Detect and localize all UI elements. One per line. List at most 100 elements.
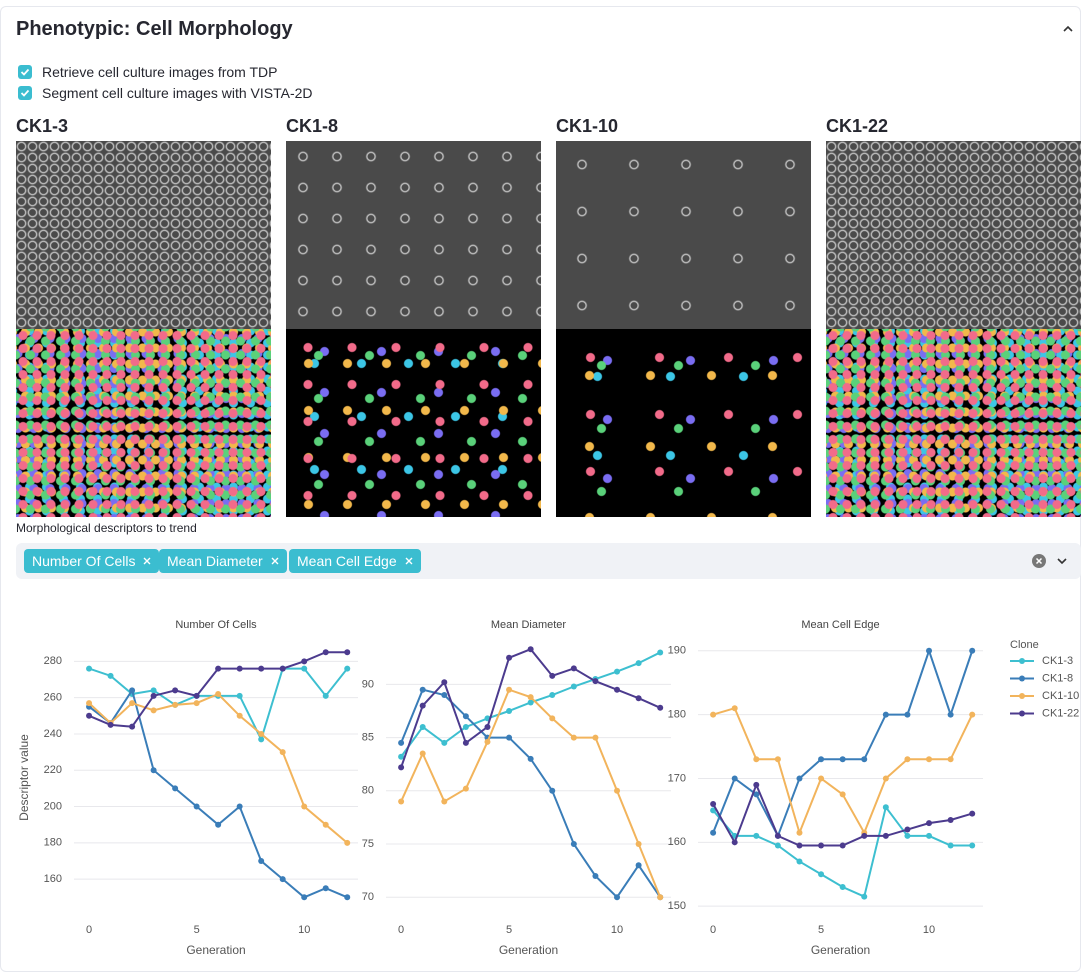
data-point (904, 756, 910, 762)
data-point (463, 713, 469, 719)
data-point (796, 775, 802, 781)
data-point (506, 708, 512, 714)
data-point (129, 724, 135, 730)
data-point (129, 700, 135, 706)
data-point (280, 749, 286, 755)
y-tick-label: 160 (44, 873, 62, 885)
data-point (775, 833, 781, 839)
y-tick-label: 200 (44, 800, 62, 812)
data-point (549, 692, 555, 698)
chart-title: Number Of Cells (175, 619, 257, 631)
x-tick-label: 0 (86, 924, 92, 936)
legend-label: CK1-10 (1042, 690, 1079, 702)
data-point (657, 894, 663, 900)
data-point (420, 703, 426, 709)
data-point (323, 693, 329, 699)
y-tick-label: 150 (668, 900, 686, 912)
data-point (151, 707, 157, 713)
data-point (108, 673, 114, 679)
data-point (571, 735, 577, 741)
data-point (796, 843, 802, 849)
x-axis-label: Generation (811, 943, 870, 957)
data-point (344, 894, 350, 900)
data-point (528, 694, 534, 700)
series-line: CK1-10 (713, 708, 972, 833)
data-point (840, 843, 846, 849)
data-point (194, 804, 200, 810)
data-point (969, 811, 975, 817)
x-tick-label: 10 (923, 924, 935, 936)
y-tick-label: 80 (362, 785, 374, 797)
data-point (258, 858, 264, 864)
data-point (172, 785, 178, 791)
data-point (796, 830, 802, 836)
data-point (710, 801, 716, 807)
data-point (398, 798, 404, 804)
x-axis-label: Generation (186, 943, 245, 957)
data-point (732, 775, 738, 781)
y-tick-label: 240 (44, 728, 62, 740)
data-point (86, 713, 92, 719)
data-point (775, 843, 781, 849)
data-point (904, 833, 910, 839)
y-tick-label: 280 (44, 655, 62, 667)
data-point (592, 735, 598, 741)
data-point (215, 666, 221, 672)
data-point (926, 756, 932, 762)
data-point (420, 687, 426, 693)
series-line: CK1-3 (713, 807, 972, 896)
data-point (258, 666, 264, 672)
data-point (818, 775, 824, 781)
series-line: CK1-8 (713, 651, 972, 836)
legend-swatch (1019, 676, 1025, 682)
data-point (710, 712, 716, 718)
legend-swatch (1019, 658, 1025, 664)
data-point (753, 782, 759, 788)
data-point (86, 666, 92, 672)
data-point (732, 839, 738, 845)
data-point (463, 786, 469, 792)
chart-title: Mean Cell Edge (801, 619, 879, 631)
page: Phenotypic: Cell Morphology Retrieve cel… (0, 0, 1083, 974)
data-point (948, 843, 954, 849)
data-point (301, 658, 307, 664)
legend-title: Clone (1010, 639, 1039, 651)
data-point (323, 822, 329, 828)
data-point (969, 843, 975, 849)
data-point (323, 885, 329, 891)
y-tick-label: 260 (44, 692, 62, 704)
data-point (969, 648, 975, 654)
x-tick-label: 10 (298, 924, 310, 936)
data-point (237, 693, 243, 699)
data-point (237, 713, 243, 719)
data-point (549, 715, 555, 721)
charts: Number Of Cells1601802002202402602800510… (0, 0, 1083, 974)
data-point (592, 873, 598, 879)
data-point (237, 804, 243, 810)
series-line: CK1-22 (401, 649, 660, 767)
y-tick-label: 160 (668, 836, 686, 848)
data-point (420, 751, 426, 757)
series-line: CK1-3 (89, 669, 347, 740)
data-point (775, 756, 781, 762)
data-point (926, 648, 932, 654)
data-point (883, 775, 889, 781)
data-point (215, 691, 221, 697)
data-point (172, 702, 178, 708)
data-point (194, 693, 200, 699)
data-point (549, 788, 555, 794)
x-tick-label: 10 (611, 924, 623, 936)
data-point (86, 700, 92, 706)
legend-label: CK1-22 (1042, 707, 1079, 719)
y-tick-label: 220 (44, 764, 62, 776)
data-point (753, 833, 759, 839)
data-point (484, 739, 490, 745)
data-point (571, 841, 577, 847)
data-point (657, 705, 663, 711)
data-point (710, 830, 716, 836)
data-point (151, 767, 157, 773)
data-point (592, 678, 598, 684)
data-point (280, 876, 286, 882)
chart-title: Mean Diameter (491, 619, 567, 631)
data-point (237, 666, 243, 672)
